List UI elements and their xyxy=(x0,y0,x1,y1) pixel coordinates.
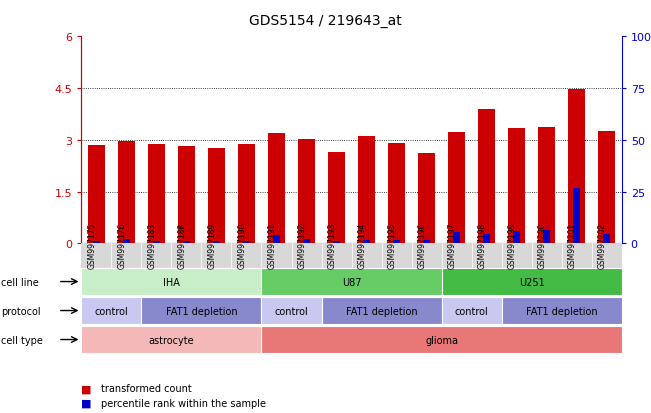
Text: glioma: glioma xyxy=(425,335,458,345)
Bar xyxy=(213,242,220,244)
Bar xyxy=(178,147,195,244)
Text: transformed count: transformed count xyxy=(101,383,191,393)
Text: percentile rank within the sample: percentile rank within the sample xyxy=(101,398,266,408)
Text: GSM997183: GSM997183 xyxy=(147,222,156,268)
Text: control: control xyxy=(455,306,488,316)
Bar xyxy=(358,136,375,244)
Text: GSM997201: GSM997201 xyxy=(568,222,577,268)
Bar xyxy=(153,242,160,244)
Text: GSM997191: GSM997191 xyxy=(268,222,277,268)
Text: FAT1 depletion: FAT1 depletion xyxy=(165,306,237,316)
Bar xyxy=(573,189,581,244)
Bar xyxy=(388,143,405,244)
Text: GSM997200: GSM997200 xyxy=(538,222,547,268)
Bar xyxy=(598,132,615,244)
Bar xyxy=(88,146,105,244)
Bar xyxy=(543,230,550,244)
Text: GSM997199: GSM997199 xyxy=(508,222,517,268)
Bar xyxy=(483,235,490,244)
Bar xyxy=(273,235,280,244)
Text: ■: ■ xyxy=(81,398,92,408)
Text: control: control xyxy=(275,306,309,316)
Bar xyxy=(423,240,430,244)
Bar xyxy=(363,240,370,244)
Text: GSM997188: GSM997188 xyxy=(178,223,186,268)
Text: GSM997189: GSM997189 xyxy=(208,222,216,268)
Bar xyxy=(508,128,525,244)
Text: GDS5154 / 219643_at: GDS5154 / 219643_at xyxy=(249,14,402,28)
Text: FAT1 depletion: FAT1 depletion xyxy=(526,306,598,316)
Text: GSM997197: GSM997197 xyxy=(448,222,456,268)
Text: U87: U87 xyxy=(342,277,361,287)
Text: IHA: IHA xyxy=(163,277,180,287)
Text: GSM997196: GSM997196 xyxy=(417,222,426,268)
Text: cell type: cell type xyxy=(1,335,43,345)
Text: GSM997194: GSM997194 xyxy=(357,222,367,268)
Bar xyxy=(333,242,340,244)
Bar xyxy=(513,231,520,244)
Bar xyxy=(538,127,555,244)
Text: GSM997195: GSM997195 xyxy=(387,222,396,268)
Text: protocol: protocol xyxy=(1,306,41,316)
Text: ■: ■ xyxy=(81,383,92,393)
Text: U251: U251 xyxy=(519,277,544,287)
Text: control: control xyxy=(94,306,128,316)
Bar xyxy=(208,149,225,244)
Bar xyxy=(243,242,250,244)
Bar xyxy=(148,145,165,244)
Bar xyxy=(92,242,100,244)
Bar xyxy=(298,140,315,244)
Text: FAT1 depletion: FAT1 depletion xyxy=(346,306,417,316)
Text: GSM997192: GSM997192 xyxy=(298,222,307,268)
Text: GSM997175: GSM997175 xyxy=(87,222,96,268)
Bar xyxy=(568,90,585,244)
Text: GSM997202: GSM997202 xyxy=(598,222,607,268)
Text: GSM997193: GSM997193 xyxy=(327,222,337,268)
Bar xyxy=(419,154,435,244)
Bar xyxy=(453,232,460,244)
Bar xyxy=(183,242,190,244)
Bar xyxy=(603,235,611,244)
Text: astrocyte: astrocyte xyxy=(148,335,194,345)
Bar xyxy=(238,145,255,244)
Bar xyxy=(122,240,130,244)
Bar xyxy=(393,240,400,244)
Bar xyxy=(303,240,311,244)
Text: GSM997176: GSM997176 xyxy=(117,222,126,268)
Text: GSM997190: GSM997190 xyxy=(238,222,247,268)
Bar xyxy=(328,152,345,244)
Text: GSM997198: GSM997198 xyxy=(478,222,486,268)
Bar xyxy=(478,110,495,244)
Text: cell line: cell line xyxy=(1,277,39,287)
Bar xyxy=(268,133,284,244)
Bar xyxy=(118,142,135,244)
Bar xyxy=(449,133,465,244)
